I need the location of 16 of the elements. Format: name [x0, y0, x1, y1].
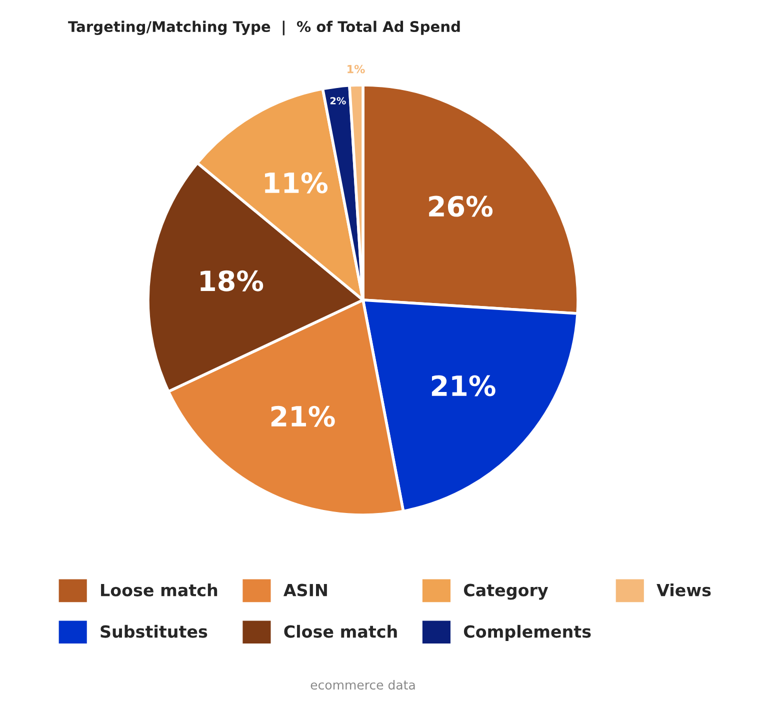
data-label: 21%	[271, 406, 335, 427]
chart-title: Targeting/Matching Type | % of Total Ad Spend	[68, 20, 460, 36]
legend-label: Substitutes	[100, 624, 208, 638]
data-label: 21%	[432, 375, 496, 396]
legend-label: Loose match	[101, 584, 218, 596]
legend-label: Close match	[284, 624, 397, 638]
data-label: 26%	[429, 196, 493, 217]
data-label: 2%	[330, 97, 346, 104]
data-label: 18%	[200, 270, 264, 292]
text: ecommerce data	[310, 680, 415, 690]
data-label: 11%	[265, 172, 328, 194]
data-label: 1%	[348, 64, 365, 74]
legend-label: Complements	[464, 624, 591, 642]
legend-label: ASIN	[283, 584, 327, 596]
legend-label: Category	[464, 584, 548, 600]
legend-label: Views	[656, 584, 711, 596]
